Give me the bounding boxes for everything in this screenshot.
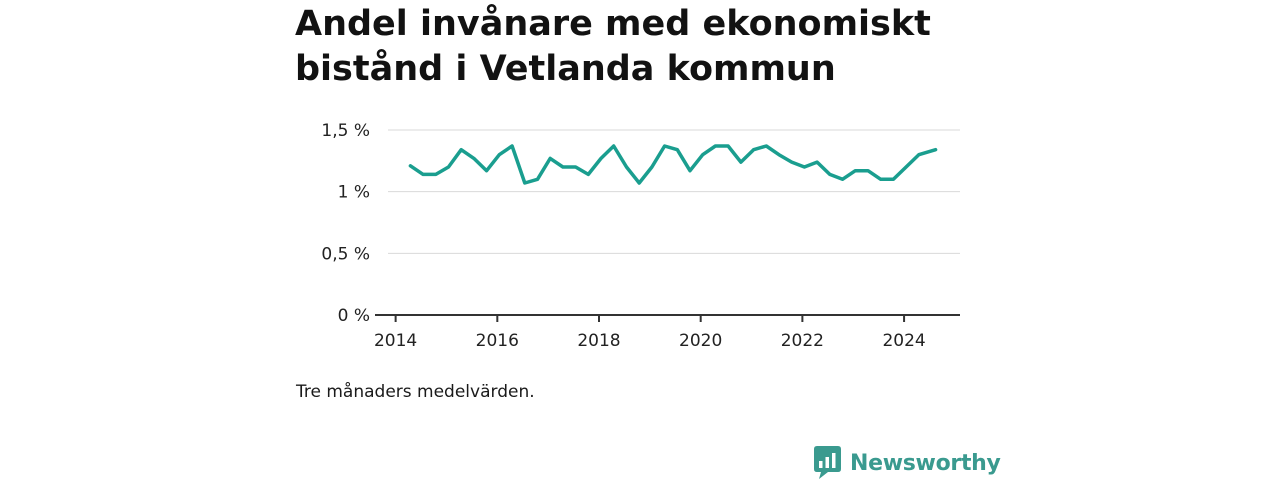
x-axis: 2014 2016 2018 2020 2022 2024 xyxy=(374,314,960,351)
newsworthy-logo-icon xyxy=(814,446,841,479)
y-tick-label: 0 % xyxy=(338,306,370,326)
x-tick-label: 2022 xyxy=(781,331,824,351)
x-tick-label: 2016 xyxy=(476,331,519,351)
x-tick-label: 2018 xyxy=(577,331,620,351)
x-tick-label: 2014 xyxy=(374,331,417,351)
x-tick-label: 2020 xyxy=(679,331,722,351)
series-line xyxy=(408,144,938,185)
series-layer xyxy=(408,144,938,185)
brand-logo: Newsworthy xyxy=(814,446,1001,480)
grid-lines xyxy=(388,129,960,254)
y-axis-labels: 0 % 0,5 % 1 % 1,5 % xyxy=(321,121,370,326)
y-tick-label: 1,5 % xyxy=(321,121,370,141)
y-tick-label: 0,5 % xyxy=(321,244,370,264)
y-tick-label: 1 % xyxy=(338,183,370,203)
chart-caption: Tre månaders medelvärden. xyxy=(296,382,535,402)
chart-title: Andel invånare med ekonomiskt bistånd i … xyxy=(295,4,931,89)
x-tick-label: 2024 xyxy=(882,331,925,351)
brand-name: Newsworthy xyxy=(850,450,1001,476)
